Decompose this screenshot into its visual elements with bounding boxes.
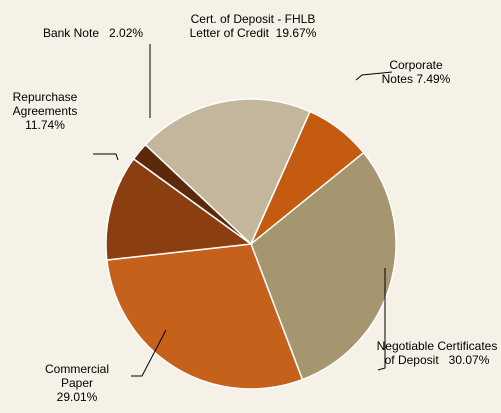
slice-label: Negotiable Certificates of Deposit 30.07…: [372, 339, 501, 367]
category-label: Cert. of Deposit - FHLB Letter of Credit: [189, 12, 316, 40]
slices: [105, 98, 397, 390]
category-label: Commercial Paper: [44, 362, 109, 390]
pie-slice: [106, 243, 304, 390]
slice-label: Repurchase Agreements 11.74%: [0, 90, 90, 132]
pie-slice: [144, 98, 311, 246]
pie-slice: [250, 151, 397, 381]
slice-label: Bank Note 2.02%: [18, 26, 168, 40]
value-label: 7.49%: [416, 72, 451, 86]
value-label: 29.01%: [56, 390, 98, 404]
pie-slice: [105, 157, 254, 261]
slice-label: Commercial Paper 29.01%: [42, 362, 112, 404]
value-label: 11.74%: [25, 118, 65, 132]
value-label: 19.67%: [275, 26, 317, 40]
leader-line: [131, 329, 167, 377]
category-label: Corporate Notes: [381, 58, 443, 86]
leader-line: [355, 71, 393, 81]
leader-line: [377, 268, 386, 371]
category-label: Negotiable Certificates of Deposit: [376, 339, 498, 367]
value-label: 2.02%: [109, 26, 144, 40]
slice-label: Corporate Notes 7.49%: [373, 58, 459, 86]
category-label: Repurchase Agreements: [12, 90, 78, 118]
category-label: Bank Note: [42, 26, 99, 40]
pie-slice: [132, 143, 252, 245]
leader-line: [93, 153, 119, 161]
slice-label: Cert. of Deposit - FHLB Letter of Credit…: [178, 12, 328, 40]
value-label: 30.07%: [448, 353, 490, 367]
